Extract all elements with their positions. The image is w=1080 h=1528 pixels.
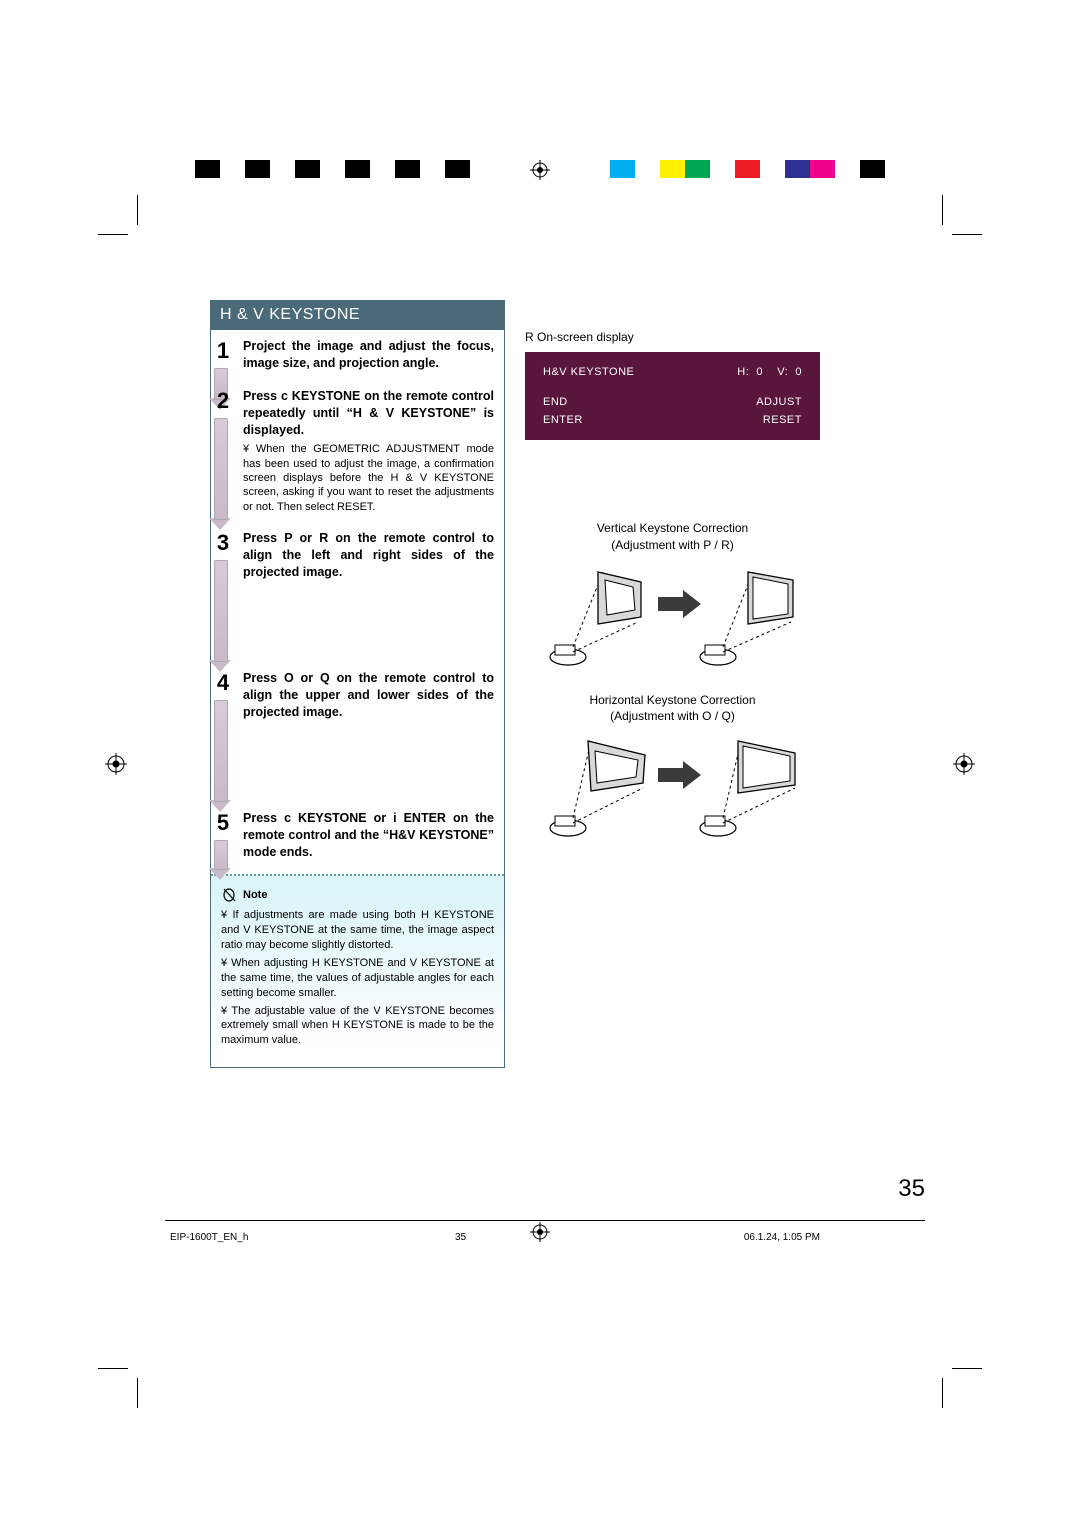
step-number: 5 [211, 810, 235, 836]
footer-doc-id: EIP-1600T_EN_h [170, 1232, 248, 1243]
osd-label: R On-screen display [525, 330, 820, 344]
footer-page: 35 [455, 1232, 466, 1243]
osd-end: END [543, 396, 583, 408]
crop-mark [98, 185, 138, 225]
osd-enter: ENTER [543, 414, 583, 426]
footer-rule [165, 1220, 925, 1221]
horizontal-keystone-diagram: Horizontal Keystone Correction (Adjustme… [525, 692, 820, 844]
note-title: Note [221, 886, 494, 904]
step-number: 1 [211, 338, 235, 364]
step-text: Press c KEYSTONE or i ENTER on the remot… [243, 810, 498, 861]
crop-mark [942, 1378, 982, 1418]
step-number: 4 [211, 670, 235, 696]
footer-timestamp: 06.1.24, 1:05 PM [744, 1232, 820, 1243]
step-text: Press O or Q on the remote control to al… [243, 670, 498, 721]
steps-column: 1 Project the image and adjust the focus,… [210, 330, 505, 1068]
registration-mark-top [530, 160, 550, 180]
step-text: Project the image and adjust the focus, … [243, 338, 498, 372]
step-4: 4 Press O or Q on the remote control to a… [211, 662, 504, 802]
crop-mark [942, 185, 982, 225]
registration-mark-right [953, 753, 975, 775]
color-bar-right [585, 160, 885, 178]
osd-display: H&V KEYSTONE H: 0 V: 0 END ENTER ADJUST … [525, 352, 820, 440]
osd-reset: RESET [756, 414, 802, 426]
step-number: 3 [211, 530, 235, 556]
step-5: 5 Press c KEYSTONE or i ENTER on the remo… [211, 802, 504, 869]
registration-mark-bottom [530, 1222, 550, 1247]
step-text: Press c KEYSTONE on the remote control r… [243, 388, 498, 514]
osd-values: H: 0 V: 0 [737, 366, 802, 378]
vertical-diagram-svg [543, 562, 803, 672]
color-bar-left [195, 160, 470, 178]
step-2: 2 Press c KEYSTONE on the remote control … [211, 380, 504, 522]
note-item: ¥ The adjustable value of the V KEYSTONE… [221, 1004, 494, 1049]
note-item: ¥ When adjusting H KEYSTONE and V KEYSTO… [221, 956, 494, 1001]
note-icon [221, 886, 239, 904]
osd-adjust: ADJUST [756, 396, 802, 408]
right-column: R On-screen display H&V KEYSTONE H: 0 V:… [525, 330, 820, 863]
horizontal-diagram-svg [543, 733, 803, 843]
note-section: Note ¥ If adjustments are made using bot… [211, 874, 504, 1067]
step-1: 1 Project the image and adjust the focus,… [211, 330, 504, 380]
page-number: 35 [898, 1175, 925, 1203]
vertical-keystone-diagram: Vertical Keystone Correction (Adjustment… [525, 520, 820, 672]
registration-mark-left [105, 753, 127, 775]
step-text: Press P or R on the remote control to al… [243, 530, 498, 581]
osd-title: H&V KEYSTONE [543, 366, 634, 378]
section-header: H & V KEYSTONE [210, 300, 505, 330]
page-body: H & V KEYSTONE 1 Project the image and ad… [210, 300, 820, 1068]
note-item: ¥ If adjustments are made using both H K… [221, 908, 494, 953]
crop-mark [98, 1378, 138, 1418]
step-number: 2 [211, 388, 235, 414]
step-3: 3 Press P or R on the remote control to a… [211, 522, 504, 662]
